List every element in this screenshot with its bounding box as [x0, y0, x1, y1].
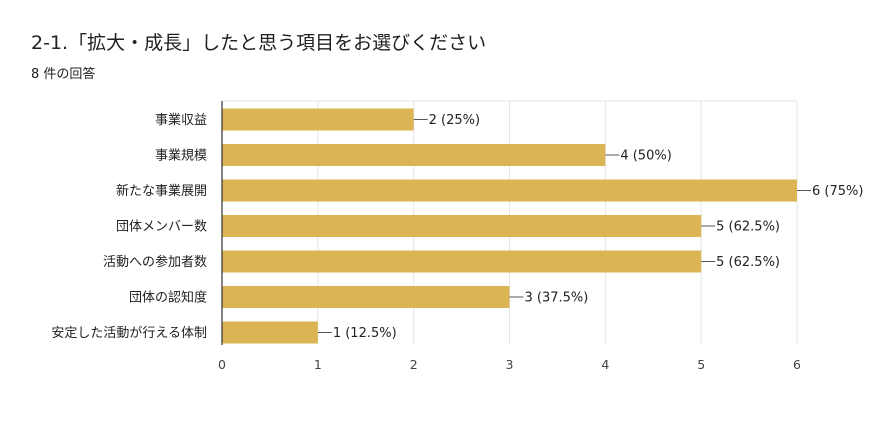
- bar: [222, 250, 702, 273]
- x-tick-label: 0: [218, 357, 226, 372]
- x-tick-label: 4: [601, 357, 609, 372]
- bar: [222, 286, 510, 308]
- bar: [222, 321, 318, 344]
- question-title: 2-1.「拡大・成長」したと思う項目をお選びください: [31, 32, 487, 54]
- bar: [222, 108, 414, 131]
- category-label: 事業規模: [155, 148, 207, 164]
- category-label: 新たな事業展開: [116, 183, 207, 199]
- value-label: 1 (12.5%): [333, 326, 397, 341]
- value-label: 2 (25%): [429, 113, 480, 128]
- bar: [222, 215, 702, 237]
- category-label: 活動への参加者数: [103, 254, 207, 270]
- x-tick-label: 2: [410, 357, 418, 372]
- category-label: 安定した活動が行える体制: [51, 326, 207, 341]
- category-label: 団体メンバー数: [116, 220, 207, 235]
- value-label: 4 (50%): [620, 149, 671, 164]
- value-label: 3 (37.5%): [525, 291, 589, 306]
- labels: 0 1 2 3 4 5 6 事業収益 2 (25%) 事業規模 4 (50%) 新たな事業展開 6 (7…: [51, 112, 863, 372]
- x-tick-label: 6: [793, 357, 801, 372]
- value-label: 5 (62.5%): [716, 255, 780, 270]
- bar: [222, 144, 606, 166]
- bars: [222, 108, 797, 344]
- value-label: 5 (62.5%): [716, 220, 780, 235]
- value-label: 6 (75%): [812, 184, 863, 199]
- x-tick-label: 1: [314, 357, 322, 372]
- x-tick-label: 5: [697, 357, 705, 372]
- category-label: 事業収益: [155, 112, 207, 128]
- response-count: 8 件の回答: [31, 67, 96, 82]
- category-label: 団体の認知度: [129, 290, 207, 306]
- x-tick-label: 3: [506, 357, 514, 372]
- bar: [222, 179, 797, 202]
